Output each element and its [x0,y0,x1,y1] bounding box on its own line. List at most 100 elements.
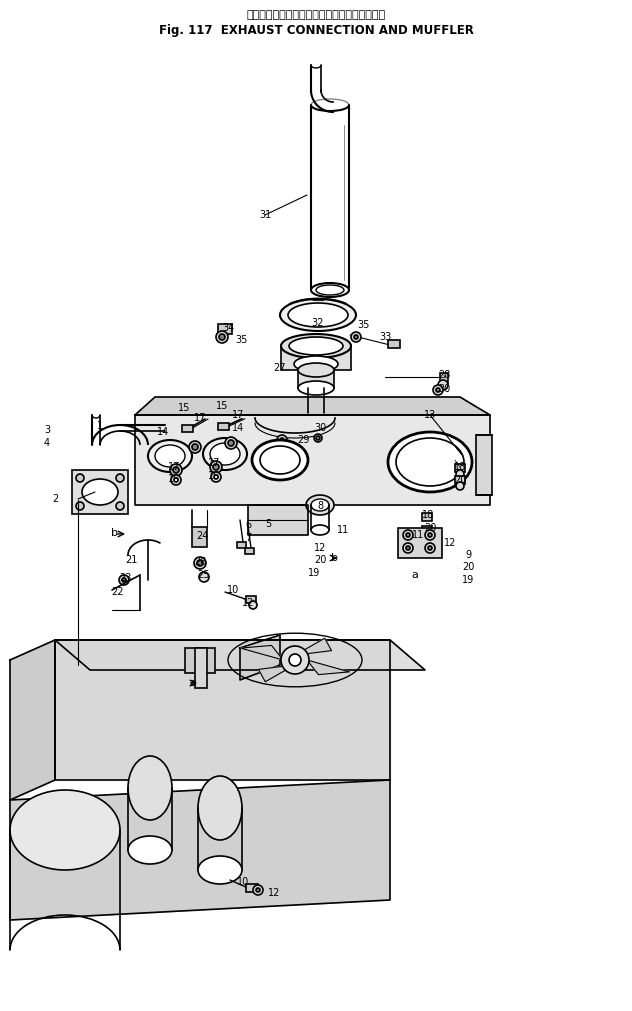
Text: 17: 17 [208,458,220,468]
Circle shape [119,575,129,585]
Circle shape [253,885,263,895]
Bar [195,648,207,688]
Polygon shape [55,640,390,780]
Circle shape [116,502,124,510]
Circle shape [314,434,322,442]
Text: 27: 27 [274,363,286,373]
Circle shape [281,646,309,674]
Circle shape [197,560,203,566]
Text: 2: 2 [52,494,58,504]
Text: 32: 32 [312,318,324,328]
Polygon shape [10,780,390,920]
Polygon shape [10,640,55,800]
Ellipse shape [288,303,348,327]
Circle shape [289,654,301,666]
Text: 16: 16 [208,471,220,481]
Bar [245,548,254,554]
Circle shape [403,530,413,540]
Circle shape [436,388,440,392]
Bar [218,324,232,334]
Bar [246,596,256,603]
Text: 17: 17 [194,413,206,423]
Circle shape [406,546,410,550]
Text: 17: 17 [168,462,180,472]
Text: 15: 15 [216,401,228,411]
Bar [388,340,400,348]
Ellipse shape [148,440,192,472]
Circle shape [425,543,435,553]
Ellipse shape [82,479,118,506]
Polygon shape [295,638,332,655]
Circle shape [173,467,179,473]
Text: エキゾースト　コネクション　および　マフラ: エキゾースト コネクション および マフラ [246,10,386,20]
Text: 12: 12 [444,538,456,548]
Bar [476,435,492,495]
Circle shape [219,334,225,340]
Bar [422,526,432,534]
Ellipse shape [388,432,472,492]
Polygon shape [248,506,308,535]
Circle shape [76,474,84,482]
Circle shape [116,474,124,482]
Text: 20: 20 [314,555,326,565]
Text: Fig. 117  EXHAUST CONNECTION AND MUFFLER: Fig. 117 EXHAUST CONNECTION AND MUFFLER [159,24,473,37]
Text: 35: 35 [357,320,369,330]
Bar [72,470,128,514]
Circle shape [122,578,126,582]
Bar [455,476,465,484]
Circle shape [403,543,413,553]
Ellipse shape [10,790,120,870]
Bar [192,527,207,547]
Text: 12: 12 [314,543,326,553]
Circle shape [170,464,182,476]
Ellipse shape [155,445,185,467]
Bar [298,370,334,388]
Ellipse shape [281,334,351,358]
Text: 1: 1 [97,421,103,431]
Text: 25: 25 [198,570,210,580]
Bar [455,464,465,472]
Circle shape [189,441,201,453]
Circle shape [280,438,284,442]
Circle shape [192,444,198,450]
Text: 10: 10 [237,877,249,887]
Circle shape [428,546,432,550]
Ellipse shape [260,446,300,474]
Circle shape [351,332,361,342]
Polygon shape [135,397,490,415]
Text: 18: 18 [422,510,434,520]
Text: 23: 23 [119,573,131,583]
Ellipse shape [294,356,338,372]
Text: 34: 34 [222,323,234,333]
Text: 31: 31 [259,210,271,220]
Circle shape [228,440,234,446]
Circle shape [456,482,464,490]
Text: 12: 12 [268,888,280,898]
Bar [237,542,246,548]
Circle shape [225,437,237,449]
Ellipse shape [311,525,329,535]
Bar [422,513,432,521]
Text: 19: 19 [462,575,474,585]
Text: 20: 20 [424,523,436,533]
Bar [246,884,258,892]
Text: 9: 9 [465,550,471,560]
Bar [218,423,229,430]
Bar [440,373,448,383]
Ellipse shape [128,836,172,864]
Circle shape [277,435,287,445]
Bar [281,346,351,370]
Polygon shape [258,665,295,681]
Ellipse shape [128,756,172,820]
Circle shape [456,470,464,478]
Text: 35: 35 [236,335,248,345]
Circle shape [211,472,221,482]
Text: 20: 20 [462,562,474,572]
Polygon shape [307,660,349,674]
Circle shape [199,572,209,582]
Ellipse shape [306,495,334,515]
Circle shape [354,335,358,339]
Bar [185,648,215,673]
Text: 13: 13 [424,410,436,420]
Text: 6: 6 [245,520,251,530]
